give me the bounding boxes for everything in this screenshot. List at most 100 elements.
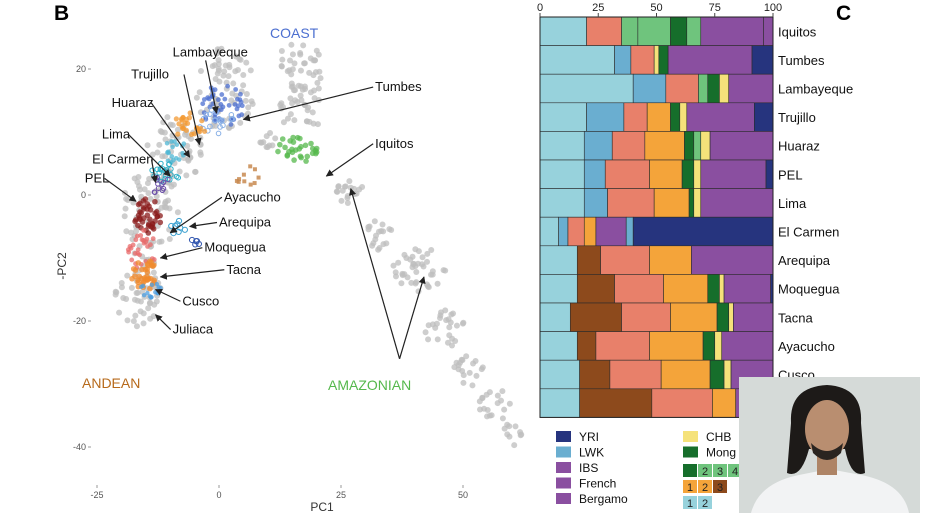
bar-row-label: Tacna xyxy=(778,310,813,325)
bar-segment xyxy=(621,302,671,332)
data-point xyxy=(342,183,349,190)
annotation-arrow xyxy=(150,102,191,158)
data-point xyxy=(442,267,449,274)
data-point xyxy=(179,117,185,123)
data-point xyxy=(167,121,174,128)
data-point xyxy=(419,261,426,268)
data-point xyxy=(236,113,242,119)
bar-segment xyxy=(719,274,725,304)
data-point xyxy=(313,145,320,152)
data-point xyxy=(501,406,508,413)
data-point xyxy=(174,126,181,133)
data-point xyxy=(121,213,128,220)
data-point xyxy=(501,425,508,432)
data-point xyxy=(286,148,292,155)
data-point xyxy=(366,223,373,230)
data-point xyxy=(278,63,285,70)
population-label: Trujillo xyxy=(131,66,169,81)
bar-segment xyxy=(765,159,774,189)
data-point xyxy=(144,236,150,242)
data-point xyxy=(225,83,231,89)
bar-tick-label: 50 xyxy=(650,2,662,14)
data-point xyxy=(486,412,493,419)
data-point xyxy=(219,92,225,97)
annotation-arrow xyxy=(159,269,225,280)
bar-row-label: El Carmen xyxy=(778,225,839,240)
data-point xyxy=(263,133,270,140)
data-point xyxy=(147,315,154,322)
data-point xyxy=(238,91,243,97)
data-point xyxy=(245,104,252,111)
data-point xyxy=(154,213,161,220)
data-point xyxy=(140,198,147,204)
bar-segment xyxy=(763,16,774,46)
data-point xyxy=(159,181,165,187)
data-point xyxy=(221,68,228,75)
data-point xyxy=(144,142,151,149)
bar-segment xyxy=(621,16,639,46)
data-point xyxy=(291,60,298,67)
data-point xyxy=(188,236,196,244)
data-point xyxy=(479,394,486,401)
data-point xyxy=(413,268,420,275)
pca-points xyxy=(112,41,525,449)
data-point xyxy=(315,85,322,92)
data-point xyxy=(463,353,470,360)
bar-segment xyxy=(728,73,774,104)
data-point xyxy=(124,317,131,324)
data-point xyxy=(165,197,172,204)
data-point xyxy=(212,87,218,93)
data-point xyxy=(304,107,311,114)
data-point xyxy=(234,67,241,74)
data-point xyxy=(133,290,140,297)
data-point xyxy=(297,135,303,142)
data-point xyxy=(152,198,158,205)
data-point xyxy=(291,117,298,124)
data-point xyxy=(298,97,305,104)
data-point xyxy=(135,279,141,286)
data-point xyxy=(171,157,176,163)
data-point xyxy=(176,168,183,175)
data-point xyxy=(137,216,143,223)
bar-segment xyxy=(576,274,615,304)
bar-segment xyxy=(679,102,688,132)
data-point xyxy=(154,149,161,156)
bar-segment xyxy=(579,388,653,418)
data-point xyxy=(459,357,466,364)
data-point xyxy=(280,119,287,126)
data-point xyxy=(131,296,138,303)
data-point xyxy=(157,128,164,135)
data-point xyxy=(372,232,379,239)
data-point xyxy=(220,122,226,129)
legend-swatch xyxy=(556,446,571,458)
bar-segment xyxy=(700,131,711,161)
bar-segment xyxy=(716,302,730,332)
data-point xyxy=(314,79,321,86)
data-point xyxy=(390,262,397,269)
bar-segment xyxy=(614,274,664,304)
bar-segment xyxy=(684,131,695,161)
bar-segment xyxy=(630,45,655,75)
pca-scatter-plot: -25 0 25 50 20 0 -20 -40 PC1 -PC2 Lambayeque Tumbe… xyxy=(55,25,525,513)
data-point xyxy=(136,186,143,193)
data-point xyxy=(353,190,360,197)
data-point xyxy=(192,241,199,248)
data-point xyxy=(297,67,304,74)
data-point xyxy=(303,158,309,164)
data-point xyxy=(338,197,345,204)
legend-box-label: 4 xyxy=(732,466,738,478)
annotation-arrow xyxy=(205,60,219,114)
data-point xyxy=(256,175,261,180)
data-point xyxy=(140,320,147,327)
pca-annotations: Lambayeque Tumbes Trujillo Huaraz Iquitos Lim… xyxy=(82,25,426,393)
group-label-amazonian: AMAZONIAN xyxy=(328,377,411,393)
bar-segment xyxy=(539,331,578,361)
data-point xyxy=(139,266,145,273)
data-point xyxy=(135,247,141,253)
data-point xyxy=(196,89,203,96)
data-point xyxy=(498,397,505,404)
legend-label: YRI xyxy=(579,430,599,444)
bar-segment xyxy=(614,45,632,75)
bar-segment xyxy=(539,388,580,418)
